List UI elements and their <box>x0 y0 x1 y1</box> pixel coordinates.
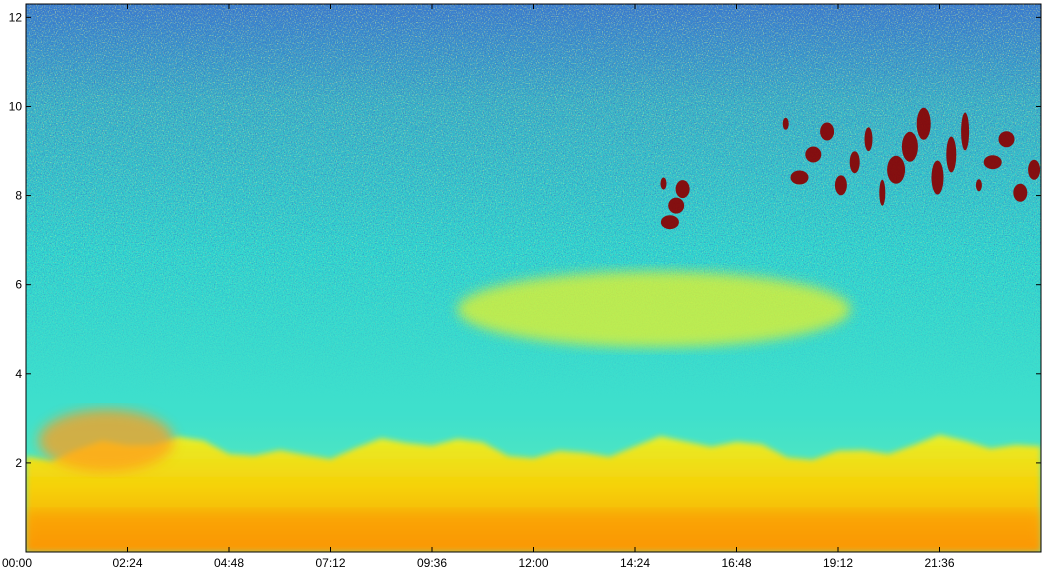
x-tick-label: 04:48 <box>214 556 244 570</box>
y-tick-label: 10 <box>9 99 23 113</box>
x-axis: 00:00 02:24 04:48 07:12 09:36 12:00 14:24 16:48… <box>2 4 955 570</box>
x-tick-label: 19:12 <box>823 556 853 570</box>
y-tick-label: 8 <box>15 189 22 203</box>
x-tick-label: 14:24 <box>620 556 650 570</box>
feature-boundary-layer <box>26 434 1041 552</box>
x-tick-label: 02:24 <box>112 556 142 570</box>
plot-area <box>26 4 1041 552</box>
x-tick-label: 16:48 <box>721 556 751 570</box>
y-tick-label: 12 <box>9 10 23 24</box>
y-tick-label: 2 <box>15 456 22 470</box>
feature-cloud <box>782 107 1041 206</box>
x-tick-label: 12:00 <box>518 556 548 570</box>
y-tick-label: 6 <box>15 278 22 292</box>
y-tick-label: 4 <box>15 367 22 381</box>
feature-aerosol-layer <box>457 271 851 348</box>
feature-cloud <box>660 177 690 230</box>
y-axis: 2 4 6 8 10 12 <box>9 10 1041 470</box>
x-tick-label: 00:00 <box>2 556 32 570</box>
x-tick-label: 09:36 <box>417 556 447 570</box>
x-tick-label: 21:36 <box>924 556 954 570</box>
feature-residual-layer <box>38 409 175 472</box>
x-tick-label: 07:12 <box>315 556 345 570</box>
heatmap-features <box>26 107 1041 552</box>
